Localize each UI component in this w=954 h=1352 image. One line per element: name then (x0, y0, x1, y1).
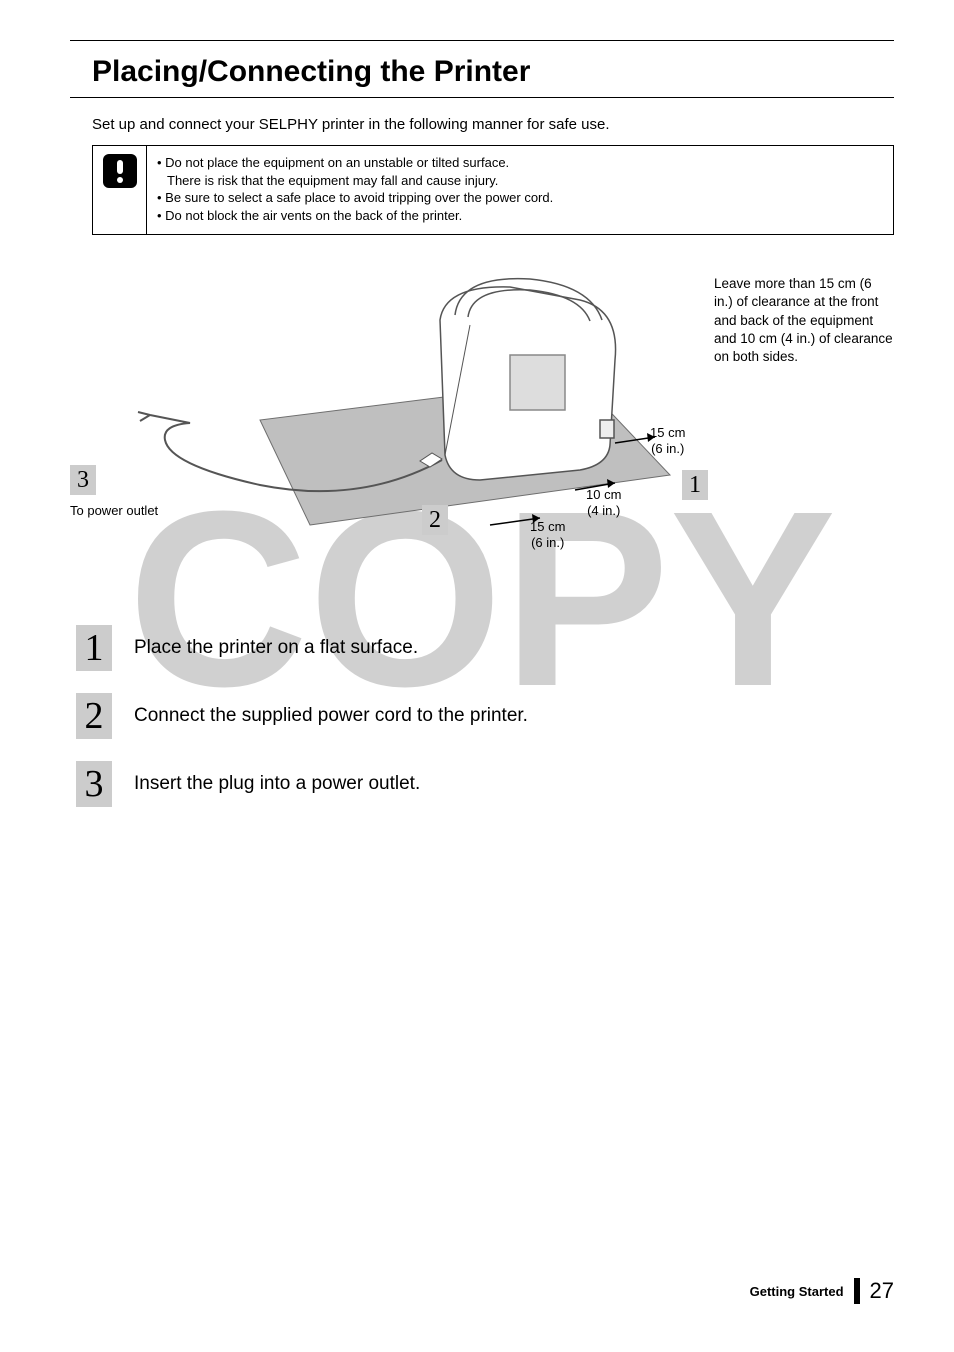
caution-line: Do not place the equipment on an unstabl… (157, 154, 553, 172)
step-row: 2 Connect the supplied power cord to the … (76, 693, 894, 739)
steps-list: 1 Place the printer on a flat surface. 2 Co… (70, 625, 894, 807)
step-number: 2 (76, 693, 112, 739)
caution-line: Do not block the air vents on the back o… (157, 207, 553, 225)
step-row: 1 Place the printer on a flat surface. (76, 625, 894, 671)
diagram-badge-2: 2 (422, 505, 448, 535)
dim-side-label: 10 cm (4 in.) (586, 487, 621, 518)
footer-section: Getting Started (750, 1284, 844, 1299)
dim-front-label: 15 cm (6 in.) (530, 519, 565, 550)
clearance-note: Leave more than 15 cm (6 in.) of clearan… (714, 275, 894, 366)
step-text: Insert the plug into a power outlet. (134, 773, 420, 795)
caution-list: Do not place the equipment on an unstabl… (147, 146, 563, 234)
caution-icon-cell (93, 146, 147, 234)
diagram-badge-1: 1 (682, 470, 708, 500)
footer-divider (854, 1278, 860, 1304)
page-title: Placing/Connecting the Printer (70, 41, 894, 98)
caution-icon (103, 154, 137, 188)
step-number: 3 (76, 761, 112, 807)
intro-text: Set up and connect your SELPHY printer i… (70, 98, 894, 145)
printer-diagram-svg (110, 265, 730, 585)
diagram: COPY (70, 265, 894, 605)
page: Placing/Connecting the Printer Set up an… (70, 40, 894, 1292)
step-row: 3 Insert the plug into a power outlet. (76, 761, 894, 807)
footer-page-number: 27 (870, 1278, 894, 1304)
power-outlet-label: To power outlet (70, 503, 158, 519)
page-footer: Getting Started 27 (750, 1278, 894, 1304)
dim-back-label: 15 cm (6 in.) (650, 425, 685, 456)
step-text: Place the printer on a flat surface. (134, 637, 418, 659)
diagram-badge-3: 3 (70, 465, 96, 495)
step-number: 1 (76, 625, 112, 671)
caution-box: Do not place the equipment on an unstabl… (92, 145, 894, 235)
step-text: Connect the supplied power cord to the p… (134, 705, 528, 727)
caution-line: Be sure to select a safe place to avoid … (157, 189, 553, 207)
caution-line: There is risk that the equipment may fal… (157, 172, 553, 190)
